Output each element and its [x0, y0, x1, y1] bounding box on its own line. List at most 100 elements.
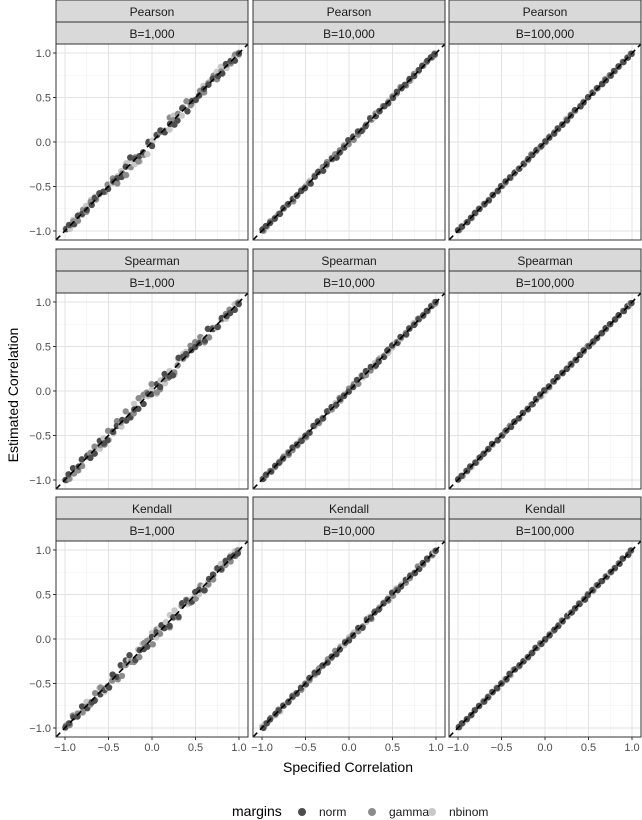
y-tick-label: 1.0 [36, 297, 51, 309]
point-norm [403, 331, 410, 338]
y-tick-label: 0.5 [36, 342, 51, 354]
point-norm [554, 373, 561, 381]
strip-b-label: B=1,000 [129, 524, 174, 538]
strip-b-label: B=1,000 [129, 276, 174, 290]
x-tick-label: −0.5 [295, 742, 317, 754]
point-norm [419, 62, 426, 69]
y-tick-label: 1.0 [36, 545, 51, 557]
x-tick-label: 1.0 [231, 742, 246, 754]
panel-spearman-2: Spearman B=10,000 [252, 248, 446, 490]
point-gamma [65, 475, 73, 483]
point-norm [144, 643, 151, 650]
x-tick-label: −0.5 [98, 742, 120, 754]
point-gamma [183, 98, 190, 105]
identity-line [448, 540, 642, 738]
strip-b-label: B=100,000 [516, 524, 575, 538]
x-tick-label: 0.0 [144, 742, 159, 754]
point-norm [333, 154, 340, 161]
y-tick-label: 0.0 [36, 634, 51, 646]
y-tick-label: 0.5 [36, 93, 51, 105]
point-norm [91, 194, 98, 202]
point-norm [336, 646, 344, 653]
x-tick-label: −1.0 [447, 742, 469, 754]
point-norm [65, 471, 72, 478]
point-norm [175, 613, 182, 621]
point-norm [358, 127, 365, 135]
panel-spearman-1: Spearman B=1,000 [55, 248, 249, 490]
strip-method-label: Kendall [329, 502, 369, 516]
point-norm [214, 323, 221, 331]
point-norm [195, 586, 203, 593]
point-gamma [156, 630, 164, 637]
point-nbinom [217, 63, 224, 71]
identity-line [55, 540, 249, 738]
strip-b-label: B=100,000 [516, 276, 575, 290]
strip-method-label: Spearman [517, 254, 572, 268]
point-norm [126, 652, 133, 659]
point-norm [345, 637, 353, 644]
point-norm [384, 347, 391, 354]
x-tick-label: −0.5 [491, 742, 513, 754]
panel-pearson-3: Pearson B=100,000 [448, 0, 642, 241]
panel-border [252, 43, 446, 241]
point-norm [310, 422, 317, 430]
point-gamma [149, 641, 157, 648]
point-norm [345, 136, 352, 144]
point-norm [416, 565, 423, 573]
panel-grid: Pearson B=1,000 Pearson B=10,000 Pearson B=10… [55, 0, 642, 738]
panel-border [448, 43, 642, 241]
point-nbinom [166, 126, 173, 133]
strip-method-label: Pearson [523, 5, 568, 19]
panel-kendall-3: Kendall B=100,000 [448, 496, 642, 738]
point-norm [507, 423, 515, 431]
point-norm [406, 75, 413, 83]
x-tick-label: 1.0 [428, 742, 443, 754]
point-norm [83, 206, 90, 214]
panel-border [448, 292, 642, 490]
panel-kendall-1: Kendall B=1,000 [55, 496, 249, 738]
point-gamma [192, 595, 199, 602]
point-norm [324, 659, 331, 666]
point-norm [109, 428, 117, 436]
point-nbinom [178, 112, 185, 119]
panel-pearson-1: Pearson B=1,000 [55, 0, 249, 241]
strip-method-label: Kendall [525, 502, 565, 516]
strip-b-label: B=100,000 [516, 27, 575, 41]
point-norm [506, 670, 513, 678]
legend-label-norm: norm [319, 805, 346, 819]
point-norm [298, 437, 305, 445]
x-tick-label: 0.0 [341, 742, 356, 754]
point-gamma [79, 708, 86, 716]
point-norm [78, 456, 86, 463]
y-tick-label: −1.0 [29, 723, 51, 735]
point-gamma [91, 689, 99, 697]
y-tick-label: −0.5 [29, 679, 51, 691]
y-tick-label: 0.0 [36, 137, 51, 149]
panel-border [252, 292, 446, 490]
x-tick-label: −1.0 [54, 742, 76, 754]
identity-line [55, 43, 249, 241]
point-norm [285, 698, 292, 706]
x-tick-label: 0.0 [537, 742, 552, 754]
y-tick-label: −0.5 [29, 431, 51, 443]
point-gamma [135, 395, 142, 402]
point-norm [113, 673, 120, 681]
x-tick-label: 1.0 [624, 742, 639, 754]
point-norm [306, 674, 313, 682]
point-gamma [148, 380, 155, 388]
y-tick-label: −1.0 [29, 475, 51, 487]
point-norm [74, 713, 81, 720]
x-tick-label: −1.0 [251, 742, 273, 754]
y-tick-label: 0.5 [36, 590, 51, 602]
x-tick-label: 0.5 [581, 742, 596, 754]
point-norm [105, 684, 113, 691]
identity-line [55, 292, 249, 490]
point-gamma [114, 180, 121, 187]
point-norm [411, 569, 419, 577]
point-norm [169, 372, 177, 379]
point-gamma [91, 443, 98, 450]
y-tick-label: −0.5 [29, 182, 51, 194]
point-norm [201, 587, 208, 594]
y-tick-label: −1.0 [29, 226, 51, 238]
point-norm [385, 100, 392, 107]
